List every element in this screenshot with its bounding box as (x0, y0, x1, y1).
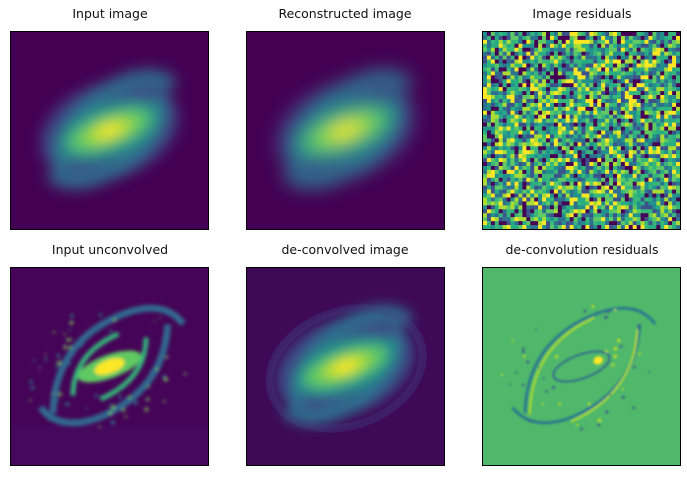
image-deconvolution-residuals (482, 267, 681, 466)
image-input (10, 31, 209, 230)
image-reconstructed (246, 31, 445, 230)
image-deconvolved (246, 267, 445, 466)
image-unconvolved (10, 267, 209, 466)
panel-title-input-unconvolved: Input unconvolved (51, 242, 169, 257)
panel-title-deconvolved-image: de-convolved image (281, 242, 409, 257)
panel-title-reconstructed-image: Reconstructed image (278, 6, 412, 21)
panel-title-image-residuals: Image residuals (532, 6, 632, 21)
panel-title-deconvolution-residuals: de-convolution residuals (505, 242, 659, 257)
image-residuals (482, 31, 681, 230)
panel-title-input-image: Input image (72, 6, 148, 21)
